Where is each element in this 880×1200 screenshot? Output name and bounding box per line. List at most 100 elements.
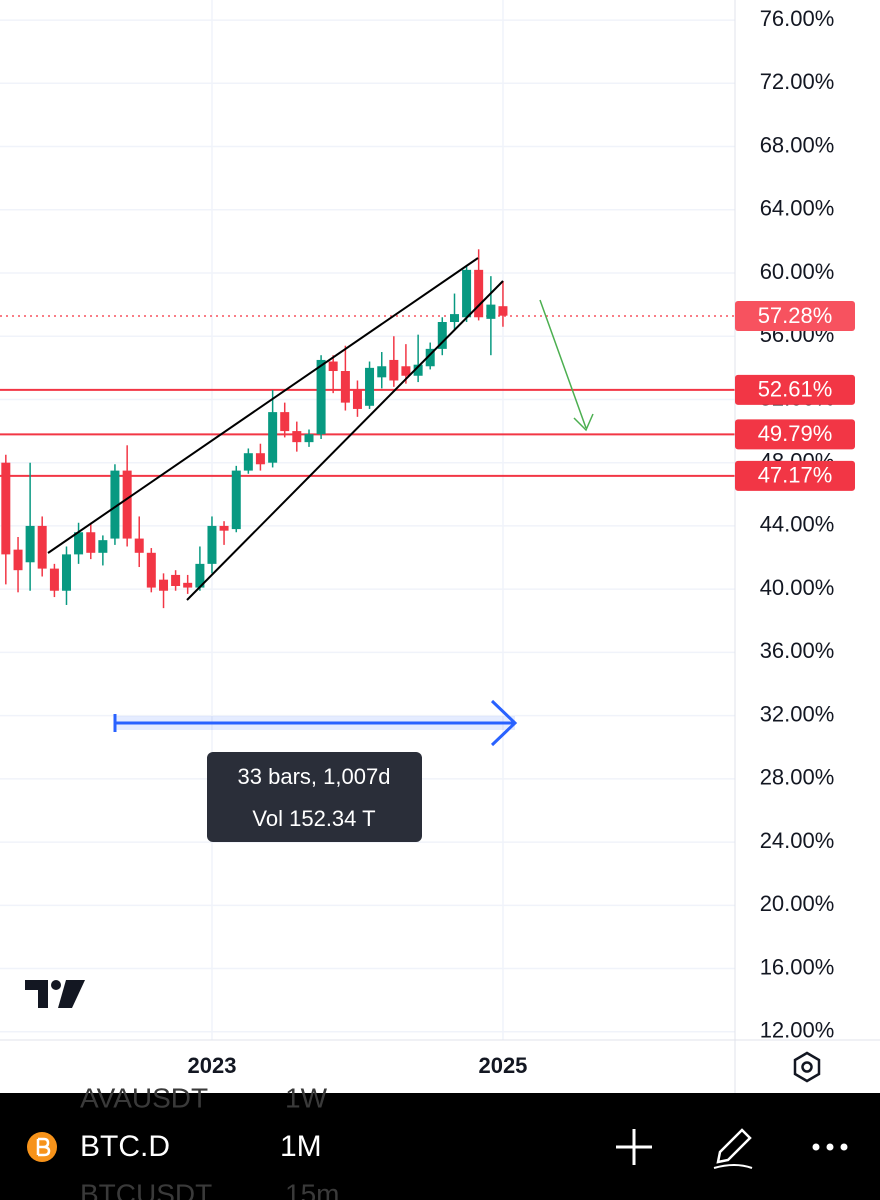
symbol-icon-mark bbox=[36, 1137, 51, 1157]
candle-body bbox=[389, 359, 399, 381]
next-interval: 15m bbox=[285, 1178, 339, 1200]
candle-body bbox=[231, 470, 241, 530]
candle-body bbox=[110, 470, 120, 539]
price-label-box bbox=[735, 374, 855, 405]
measure-arrow-head bbox=[490, 699, 518, 747]
candle-body bbox=[280, 412, 290, 432]
candle-body bbox=[195, 563, 205, 588]
price-label: 47.17% bbox=[758, 463, 833, 488]
candle-body bbox=[243, 453, 253, 471]
y-tick-label: 40.00% bbox=[760, 575, 835, 600]
candle-body bbox=[352, 389, 362, 409]
candle-body bbox=[49, 568, 59, 591]
candle-body bbox=[304, 434, 314, 443]
y-tick-label: 64.00% bbox=[760, 196, 835, 221]
candle-body bbox=[292, 431, 302, 443]
down-arrow bbox=[539, 299, 587, 429]
prev-interval: 1W bbox=[285, 1082, 328, 1113]
y-tick-label: 36.00% bbox=[760, 638, 835, 663]
y-tick-label: 60.00% bbox=[760, 259, 835, 284]
candle-body bbox=[134, 538, 144, 553]
settings-hexagon[interactable] bbox=[793, 1051, 821, 1083]
wedge-upper bbox=[47, 257, 479, 554]
candle-body bbox=[37, 525, 47, 569]
candle-body bbox=[86, 532, 96, 553]
candle-body bbox=[146, 552, 156, 588]
candle-body bbox=[462, 269, 472, 318]
candle-body bbox=[159, 579, 169, 591]
next-symbol: BTCUSDT bbox=[80, 1178, 212, 1200]
candle-body bbox=[255, 453, 265, 465]
candle-body bbox=[25, 525, 35, 563]
candle-body bbox=[450, 314, 460, 323]
candle-body bbox=[183, 582, 193, 588]
candle-body bbox=[413, 364, 423, 376]
y-tick-label: 44.00% bbox=[760, 512, 835, 537]
y-tick-label: 32.00% bbox=[760, 701, 835, 726]
candle-body bbox=[474, 269, 484, 318]
candle-body bbox=[365, 367, 375, 406]
grid bbox=[0, 0, 735, 1040]
y-tick-label: 16.00% bbox=[760, 954, 835, 979]
y-tick-label: 12.00% bbox=[760, 1018, 835, 1043]
candle-body bbox=[401, 366, 411, 376]
candle-body bbox=[498, 306, 508, 316]
price-axis bbox=[735, 0, 880, 1093]
down-arrow-head bbox=[573, 413, 594, 432]
axis-labels: 76.00%72.00%68.00%64.00%60.00%56.00%52.0… bbox=[187, 6, 855, 1078]
logo-part bbox=[58, 980, 85, 1008]
y-tick-label: 76.00% bbox=[760, 6, 835, 31]
candle-body bbox=[316, 359, 326, 435]
measure-bars: 33 bars, 1,007d bbox=[238, 764, 391, 789]
candle-body bbox=[61, 554, 71, 591]
add-button[interactable] bbox=[616, 1129, 652, 1165]
prev-symbol: AVAUSDT bbox=[80, 1082, 208, 1113]
pen[interactable] bbox=[716, 1128, 752, 1164]
candle-body bbox=[1, 462, 11, 555]
candle-body bbox=[207, 525, 217, 564]
toolbar bbox=[0, 1093, 880, 1200]
candle-body bbox=[486, 304, 496, 319]
candle-body bbox=[122, 470, 132, 539]
candle-body bbox=[74, 532, 84, 555]
pen-line[interactable] bbox=[713, 1164, 753, 1169]
candle-body bbox=[437, 322, 447, 349]
price-label-box bbox=[735, 460, 855, 491]
candle-body bbox=[98, 540, 108, 553]
price-label: 52.61% bbox=[758, 377, 833, 402]
candle-body bbox=[13, 549, 23, 571]
symbol[interactable]: BTC.D bbox=[80, 1130, 170, 1163]
settings-icon[interactable] bbox=[793, 1051, 821, 1083]
price-lines bbox=[0, 315, 735, 477]
price-label-box bbox=[735, 300, 855, 331]
price-label: 57.28% bbox=[758, 303, 833, 328]
y-tick-label: 20.00% bbox=[760, 891, 835, 916]
candle-body bbox=[377, 366, 387, 378]
y-tick-label: 28.00% bbox=[760, 765, 835, 790]
draw-button[interactable] bbox=[713, 1128, 753, 1169]
interval[interactable]: 1M bbox=[280, 1130, 322, 1163]
x-tick-label: 2025 bbox=[478, 1053, 527, 1078]
wedge-lower bbox=[186, 280, 504, 601]
price-label: 49.79% bbox=[758, 421, 833, 446]
logo-part bbox=[25, 980, 48, 1008]
candle-body bbox=[268, 412, 278, 463]
price-label-box bbox=[735, 419, 855, 450]
candle-body bbox=[219, 525, 229, 531]
x-tick-label: 2023 bbox=[187, 1053, 236, 1078]
logo-part bbox=[51, 980, 61, 990]
dot[interactable] bbox=[812, 1143, 820, 1151]
candles bbox=[1, 249, 508, 609]
settings-dot[interactable] bbox=[801, 1061, 813, 1073]
dot[interactable] bbox=[826, 1143, 834, 1151]
y-tick-label: 72.00% bbox=[760, 69, 835, 94]
more-button[interactable] bbox=[812, 1143, 848, 1151]
candle-body bbox=[171, 574, 181, 586]
dot[interactable] bbox=[840, 1143, 848, 1151]
measure-tooltip bbox=[207, 752, 422, 842]
measure-volume: Vol 152.34 T bbox=[252, 806, 375, 831]
y-tick-label: 68.00% bbox=[760, 132, 835, 157]
candle-body bbox=[340, 371, 350, 403]
